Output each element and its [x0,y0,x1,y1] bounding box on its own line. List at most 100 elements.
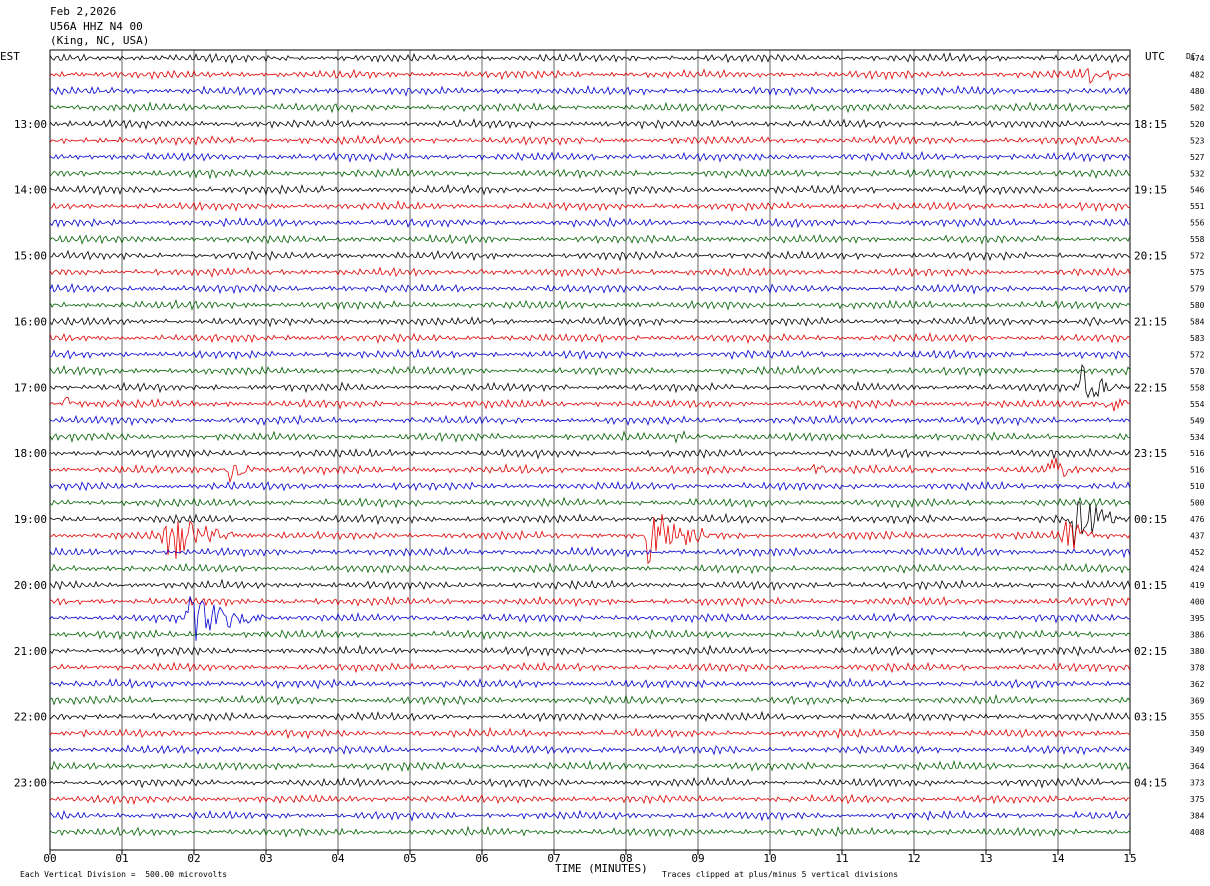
seismic-trace [49,759,1131,773]
seismic-trace [49,596,1131,641]
dc-offset-label: 572 [1190,252,1205,261]
x-axis-title: TIME (MINUTES) [555,862,648,875]
seismic-trace [49,661,1131,674]
seismic-trace [49,67,1131,84]
dc-offset-label: 556 [1190,219,1205,228]
dc-offset-label: 549 [1190,416,1205,425]
dc-offset-label: 546 [1190,186,1205,195]
x-tick-label: 13 [979,852,992,865]
dc-offset-label: 575 [1190,268,1205,277]
seismic-trace [49,299,1131,311]
dc-offset-label: 476 [1190,515,1205,524]
scale-note: Each Vertical Division = 500.00 microvol… [20,870,228,879]
seismic-trace [49,578,1131,592]
dc-offset-label: 424 [1190,565,1205,574]
seismic-trace [49,84,1131,97]
seismic-trace [49,776,1130,789]
dc-offset-label: 480 [1190,87,1205,96]
x-tick-label: 10 [763,852,776,865]
dc-offset-label: 474 [1190,54,1205,63]
seismic-trace [49,628,1131,641]
dc-offset-label: 510 [1190,482,1205,491]
seismic-trace [49,726,1131,740]
seismic-trace [49,414,1131,427]
x-tick-label: 12 [907,852,920,865]
dc-offset-label: 355 [1190,713,1205,722]
seismic-trace [49,793,1131,806]
dc-offset-label: 527 [1190,153,1205,162]
x-tick-label: 09 [691,852,704,865]
left-hour-label: 19:00 [14,513,47,526]
dc-offset-label: 570 [1190,367,1205,376]
station-location: (King, NC, USA) [50,34,150,47]
seismic-trace [49,809,1131,822]
dc-offset-label: 378 [1190,663,1205,672]
dc-offset-label: 482 [1190,70,1205,79]
seismic-trace [49,282,1131,295]
dc-offset-label: 551 [1190,202,1205,211]
right-hour-label: 23:15 [1134,447,1167,460]
seismic-trace [49,364,1131,399]
seismic-trace [49,364,1131,378]
dc-offset-label: 437 [1190,532,1205,541]
left-hour-label: 17:00 [14,381,47,394]
dc-offset-label: 516 [1190,449,1205,458]
seismic-trace [49,396,1131,412]
dc-offset-label: 400 [1190,597,1205,606]
seismic-trace [49,101,1131,114]
dc-offset-label: 395 [1190,614,1205,623]
seismic-trace [49,545,1131,559]
dc-offset-label: 452 [1190,548,1205,557]
seismic-trace [49,266,1131,278]
dc-offset-label: 579 [1190,285,1205,294]
seismic-trace [49,233,1131,245]
seismic-trace [49,825,1131,838]
dc-offset-label: 349 [1190,746,1205,755]
dc-offset-label: 520 [1190,120,1205,129]
seismic-trace [49,447,1131,460]
left-hour-label: 13:00 [14,118,47,131]
right-hour-label: 00:15 [1134,513,1167,526]
seismic-trace [49,480,1131,492]
x-tick-label: 06 [475,852,488,865]
dc-column-label: DC [1186,52,1196,61]
dc-offset-label: 362 [1190,680,1205,689]
dc-offset-label: 408 [1190,828,1205,837]
dc-offset-label: 419 [1190,581,1205,590]
seismic-trace [49,331,1131,345]
seismic-trace [49,348,1131,361]
seismic-trace [49,150,1131,163]
left-hour-label: 18:00 [14,447,47,460]
dc-offset-label: 384 [1190,812,1205,821]
x-tick-label: 14 [1051,852,1065,865]
dc-offset-label: 350 [1190,729,1205,738]
right-hour-label: 19:15 [1134,184,1167,197]
dc-offset-label: 580 [1190,301,1205,310]
seismic-trace [49,513,1131,565]
x-tick-label: 11 [835,852,848,865]
right-hour-label: 22:15 [1134,381,1167,394]
right-hour-label: 02:15 [1134,645,1167,658]
left-hour-label: 20:00 [14,579,47,592]
left-timezone-label: EST [0,50,20,63]
seismic-trace [49,457,1131,484]
seismic-trace [49,134,1131,147]
right-hour-label: 18:15 [1134,118,1167,131]
dc-offset-label: 532 [1190,169,1205,178]
dc-offset-label: 380 [1190,647,1205,656]
dc-offset-label: 558 [1190,383,1205,392]
dc-offset-label: 500 [1190,499,1205,508]
seismic-trace [49,693,1131,707]
left-hour-label: 16:00 [14,315,47,328]
x-tick-label: 02 [187,852,200,865]
dc-offset-label: 375 [1190,795,1205,804]
x-tick-label: 04 [331,852,345,865]
x-tick-label: 07 [547,852,560,865]
dc-offset-label: 572 [1190,350,1205,359]
seismic-trace [49,430,1130,444]
seismic-trace [49,501,1131,547]
right-hour-label: 21:15 [1134,315,1167,328]
seismic-trace [49,315,1131,328]
clip-note: Traces clipped at plus/minus 5 vertical … [662,870,899,879]
right-timezone-label: UTC [1145,50,1165,63]
